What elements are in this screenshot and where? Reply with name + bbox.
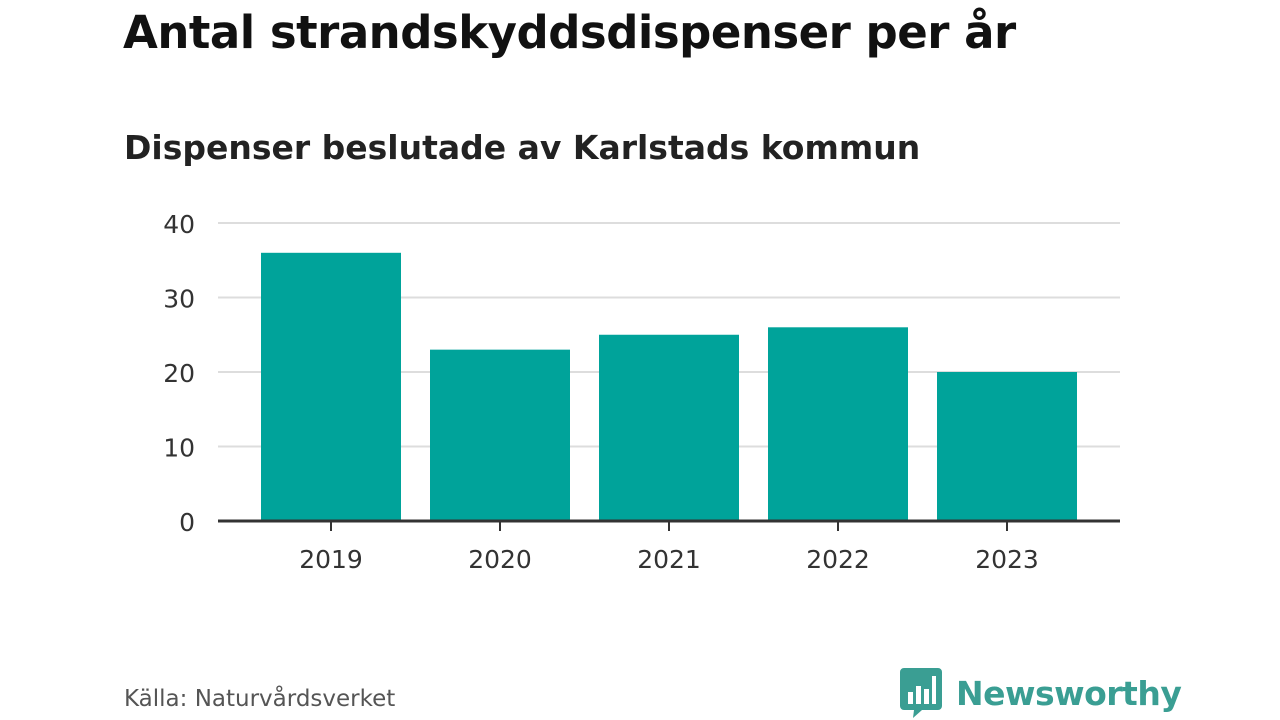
x-tick-label: 2020 [468,545,532,574]
bar [599,334,739,521]
x-tick-label: 2022 [806,545,870,574]
source-note: Källa: Naturvårdsverket [124,686,396,712]
bar-chart: 0 10 20 30 40 2019 2020 2021 2022 2023 [163,210,1120,574]
y-tick-label: 0 [179,508,195,537]
chart-subtitle: Dispenser beslutade av Karlstads kommun [124,128,921,167]
bar [937,372,1077,521]
brand-name: Newsworthy [956,673,1182,713]
y-tick-label: 40 [163,210,195,239]
y-tick-label: 20 [163,359,195,388]
bar [430,349,570,521]
x-tick-label: 2019 [299,545,363,574]
chart-title: Antal strandskyddsdispenser per år [123,6,1016,59]
bar [261,252,401,522]
x-tick-label: 2023 [975,545,1039,574]
x-tick-label: 2021 [637,545,701,574]
y-tick-label: 30 [163,285,195,314]
bar-chart-speech-bubble-icon [900,668,942,718]
bar [768,327,908,521]
y-tick-label: 10 [163,434,195,463]
newsworthy-logo: Newsworthy [900,668,1182,718]
